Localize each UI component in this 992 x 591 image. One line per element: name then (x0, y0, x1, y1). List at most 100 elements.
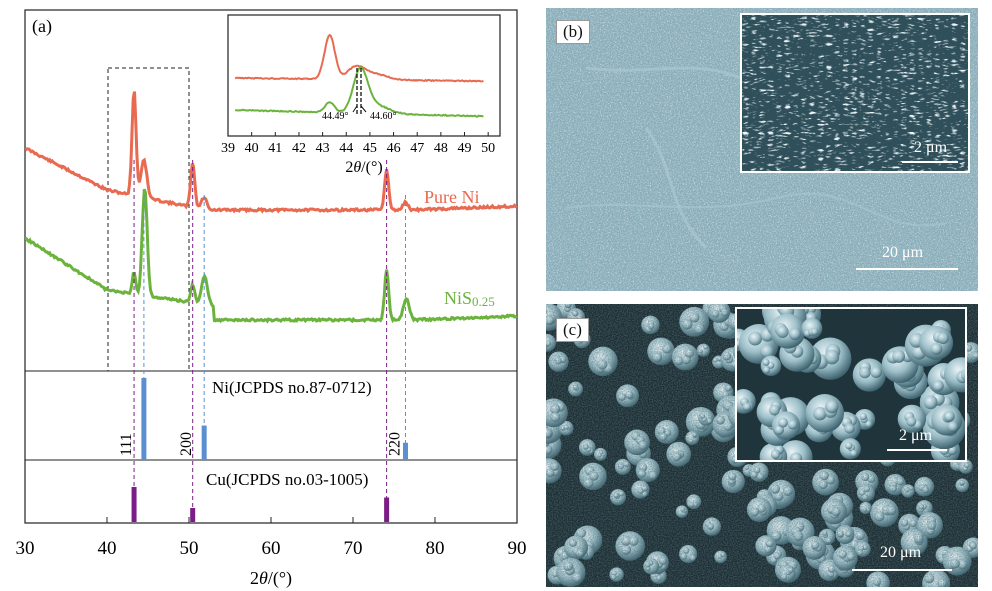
inset-nis-curve (235, 65, 484, 118)
main-x-tick-label: 30 (16, 538, 35, 559)
inset-x-tick-label: 48 (434, 141, 448, 156)
sem-particle-lobe (963, 370, 965, 379)
inset-x-tick-label: 43 (316, 141, 330, 156)
hkl-label: 200 (178, 432, 195, 456)
sem-particle-lobe (760, 344, 775, 359)
sem-particle-lobe (844, 423, 855, 434)
inset-x-axis-label: 2θ/(°) (345, 159, 382, 176)
sem-particle-lobe (932, 380, 944, 392)
inset-arrow-right (360, 105, 367, 113)
sem-particle-lobe (947, 421, 959, 433)
sem-particle-lobe (845, 441, 853, 450)
main-x-tick-label: 80 (426, 538, 445, 559)
zoom-region-box (107, 67, 190, 372)
cu-reference-stick (131, 487, 137, 522)
scale-label-inset-b: 2 μm (914, 139, 948, 156)
inset-x-tick-label: 40 (245, 141, 259, 156)
sem-particle-lobe (748, 331, 763, 346)
inset-x-tick-label: 49 (458, 141, 472, 156)
sem-particle-lobe (762, 366, 771, 374)
sem-particle-lobe (762, 358, 770, 366)
main-x-tick-label: 60 (262, 538, 281, 559)
inset-x-tick-label: 42 (292, 141, 306, 156)
sem-particle-lobe (943, 410, 955, 422)
scale-bar-b (856, 268, 958, 270)
sem-particle-lobe (813, 406, 827, 421)
panel-c-label: (c) (556, 318, 589, 342)
sem-particle-lobe (859, 412, 867, 421)
sem-particle-lobe (849, 449, 858, 458)
main-x-tick-label: 70 (344, 538, 363, 559)
series-nis-curve (25, 188, 517, 324)
scale-bar-inset-c (887, 449, 947, 451)
sem-particle-lobe (892, 349, 906, 363)
cu-reference-stick (384, 497, 390, 522)
main-x-axis-label: 2θ/(°) (250, 568, 292, 589)
sem-particle-lobe (774, 424, 785, 435)
main-x-tick-label: 40 (98, 538, 117, 559)
sem-particle-lobe (778, 417, 788, 428)
inset-x-tick-label: 45 (363, 141, 377, 156)
sem-c-inset-texture (737, 309, 965, 460)
main-x-tick-label: 90 (508, 538, 527, 559)
sem-particle-lobe (787, 419, 798, 430)
sem-particle-lobe (961, 369, 965, 381)
inset-x-tick-label: 44 (339, 141, 353, 156)
sem-particle-lobe (870, 366, 882, 378)
sem-particle-lobe (769, 404, 780, 416)
sem-particle-lobe (859, 366, 871, 379)
series-pure-ni-curve (25, 91, 517, 214)
peak-guide-lines (133, 160, 406, 520)
ni-reference-stick (141, 378, 147, 460)
panel-a-label: (a) (32, 16, 52, 37)
sem-particle-lobe (923, 395, 938, 410)
inset-x-tick-label: 47 (410, 141, 424, 156)
main-x-tick-label: 50 (180, 538, 199, 559)
sem-b-inset: 2 μm (740, 13, 970, 173)
inset-arrow-left (352, 105, 358, 113)
inset-x-tick-label: 41 (268, 141, 282, 156)
sem-particle-lobe (810, 328, 819, 336)
sem-particle-lobe (776, 325, 789, 338)
inset-frame (227, 14, 501, 137)
series-label-nis: NiS0.25 (444, 288, 495, 309)
sem-particle-lobe (792, 459, 798, 460)
inset-pure-ni-curve (234, 33, 484, 83)
sem-particle-lobe (790, 452, 803, 460)
sem-particle-lobe (788, 327, 802, 341)
scale-bar-inset-b (902, 161, 958, 163)
xrd-panel: 111 200 220 (a) Pure Ni NiS0.25 Ni(JCPDS n… (16, 9, 527, 589)
sem-particle-lobe (937, 332, 949, 345)
sem-c-inset: 2 μm (735, 307, 967, 462)
main-x-axis-ticks: 30 40 50 60 70 80 90 (16, 517, 527, 559)
cu-reference-label: Cu(JCPDS no.03-1005) (206, 470, 368, 489)
ni-reference-stick (201, 425, 207, 460)
sem-particle-lobe (770, 449, 781, 460)
sem-b-inset-texture (742, 15, 968, 171)
ni-reference-label: Ni(JCPDS no.87-0712) (212, 378, 372, 397)
ni-reference-sticks (141, 378, 408, 460)
ni-reference-stick (402, 442, 408, 460)
sem-particle-lobe (824, 349, 840, 365)
hkl-label: 220 (386, 432, 403, 456)
scale-bar-c (852, 569, 952, 571)
sem-image-b: (b) 2 μm 20 μm (546, 8, 978, 291)
inset-peak-label-1: 44.49° (322, 111, 349, 122)
sem-particle-lobe (930, 342, 943, 355)
cu-reference-stick (190, 508, 196, 522)
inset-x-tick-label: 46 (387, 141, 401, 156)
sem-particle-lobe (825, 399, 839, 414)
inset-x-tick-label: 50 (481, 141, 495, 156)
sem-particle-lobe (864, 420, 873, 428)
hkl-label: 111 (118, 433, 135, 456)
hkl-labels: 111 200 220 (118, 432, 404, 456)
scale-label-c: 20 μm (880, 544, 922, 561)
sem-image-c: (c) 2 μm 20 μm (546, 304, 978, 587)
scale-label-b: 20 μm (882, 244, 924, 261)
series-label-pure-ni: Pure Ni (424, 187, 480, 207)
inset-x-axis-ticks: 39 40 41 42 43 44 45 46 47 48 49 50 (221, 132, 495, 156)
inset-peak-label-2: 44.60° (370, 111, 397, 122)
scale-label-inset-c: 2 μm (899, 427, 933, 444)
cu-reference-sticks (131, 487, 390, 522)
